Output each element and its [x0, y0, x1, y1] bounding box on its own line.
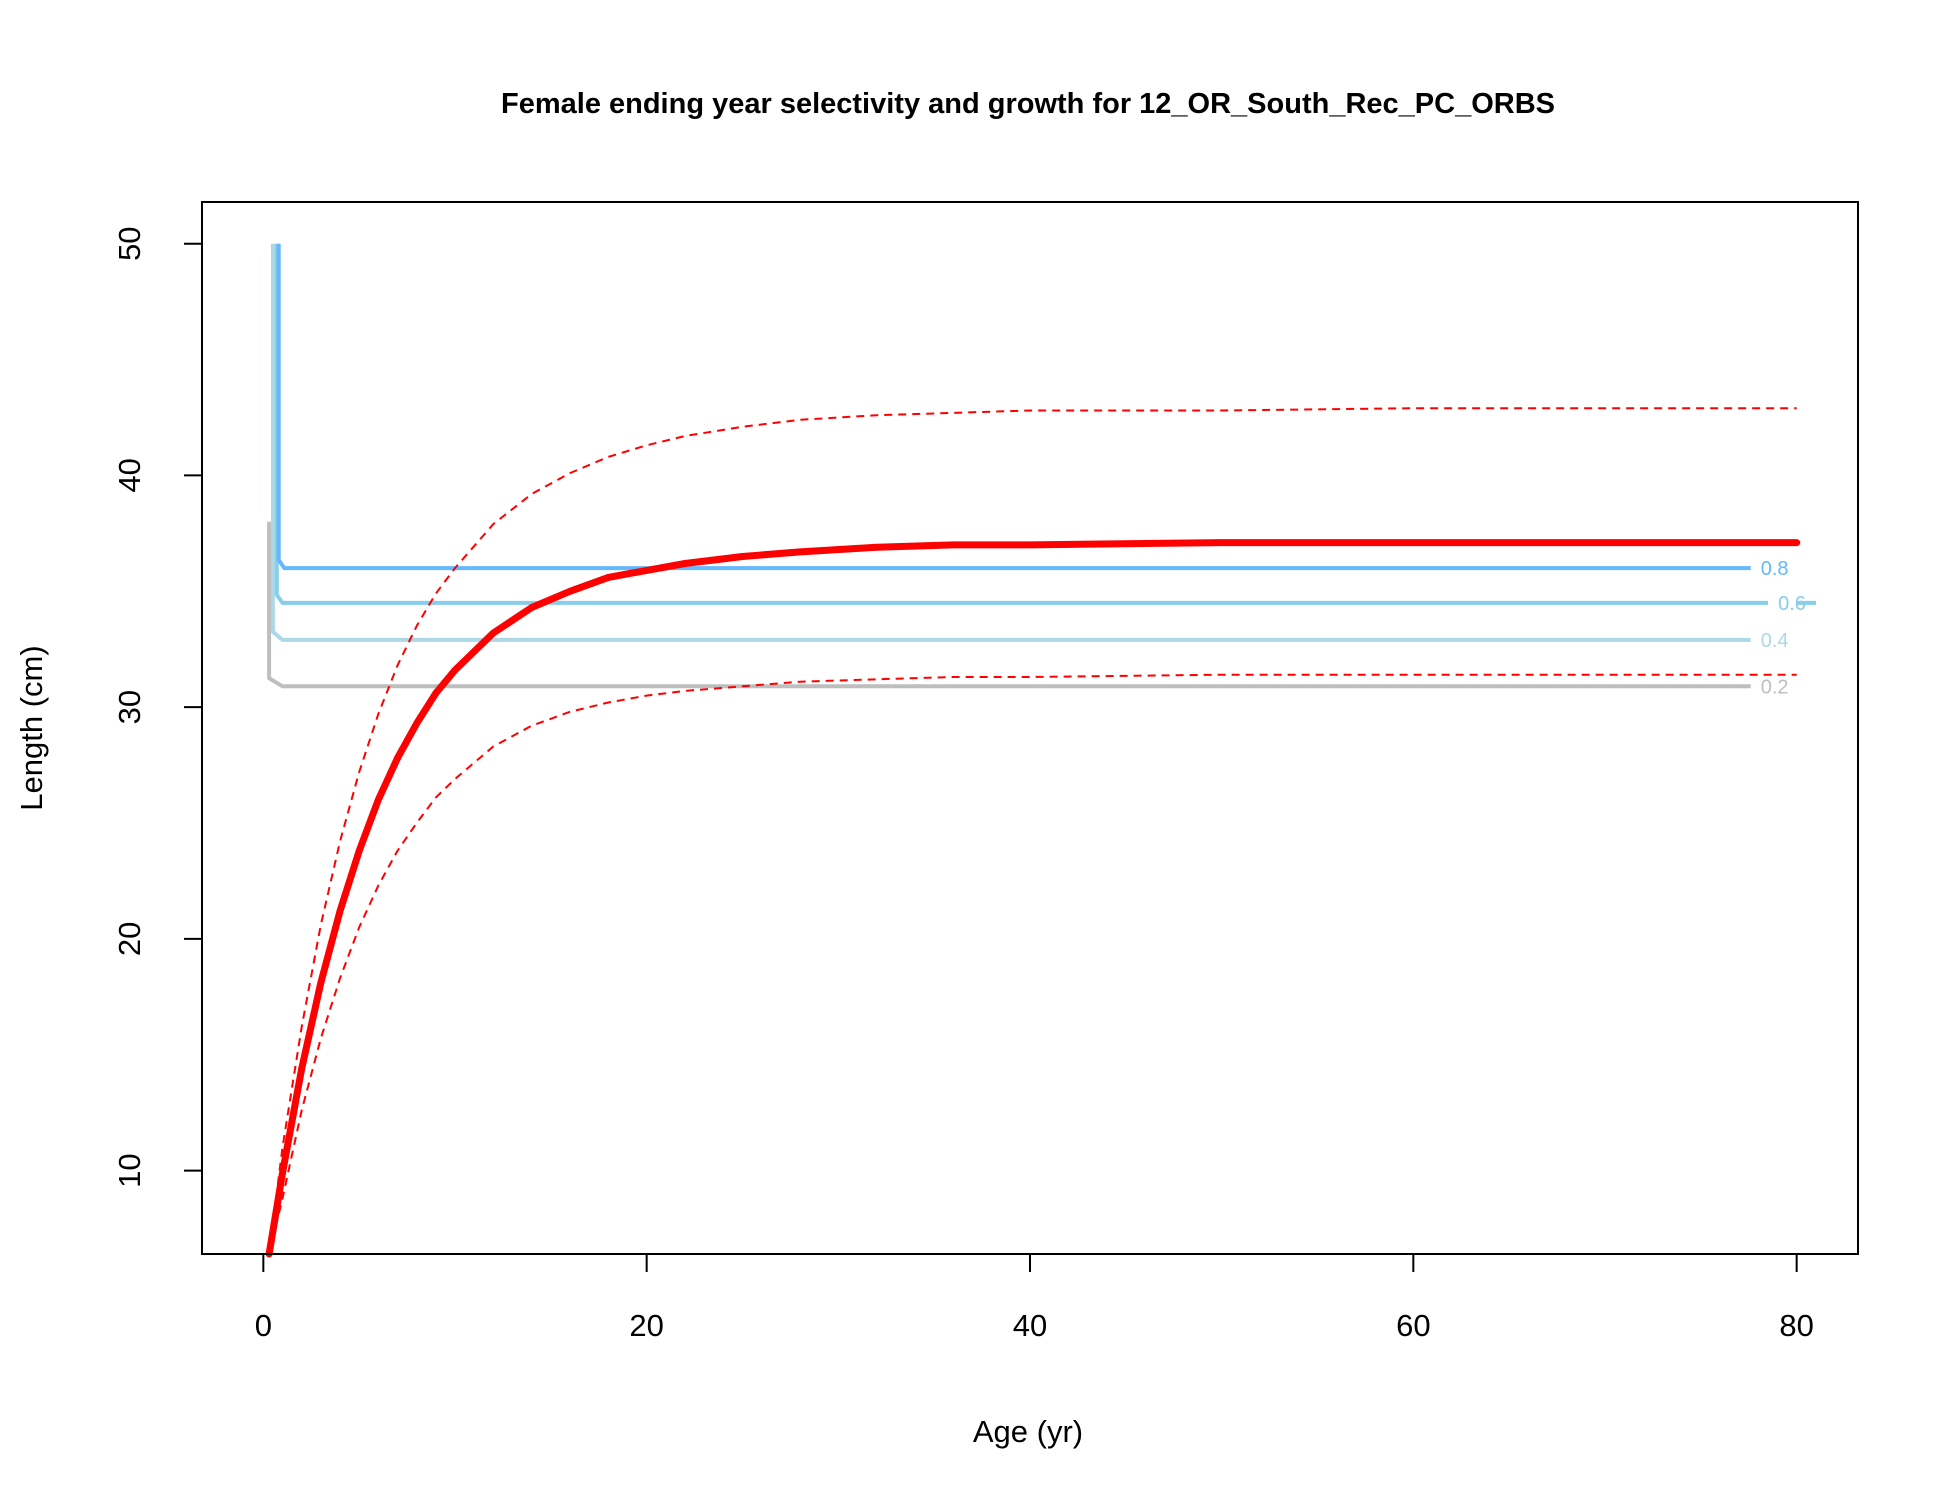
- contour-label-0.4: 0.4: [1761, 630, 1789, 652]
- y-tick-label-30: 30: [112, 690, 147, 724]
- x-tick-label-20: 20: [629, 1308, 663, 1343]
- y-tick-label-10: 10: [112, 1153, 147, 1187]
- x-tick-label-40: 40: [1013, 1308, 1047, 1343]
- y-tick-label-50: 50: [112, 226, 147, 260]
- x-tick-label-80: 80: [1779, 1308, 1813, 1343]
- x-axis-label: Age (yr): [973, 1414, 1083, 1449]
- contour-label-0.6: 0.6: [1778, 593, 1806, 615]
- contour-label-0.2: 0.2: [1761, 676, 1789, 698]
- y-tick-label-40: 40: [112, 458, 147, 492]
- x-tick-label-60: 60: [1396, 1308, 1430, 1343]
- x-tick-label-0: 0: [255, 1308, 272, 1343]
- y-tick-label-20: 20: [112, 922, 147, 956]
- contour-label-0.8: 0.8: [1761, 558, 1789, 580]
- y-axis-label: Length (cm): [14, 645, 49, 810]
- chart-title: Female ending year selectivity and growt…: [501, 88, 1555, 120]
